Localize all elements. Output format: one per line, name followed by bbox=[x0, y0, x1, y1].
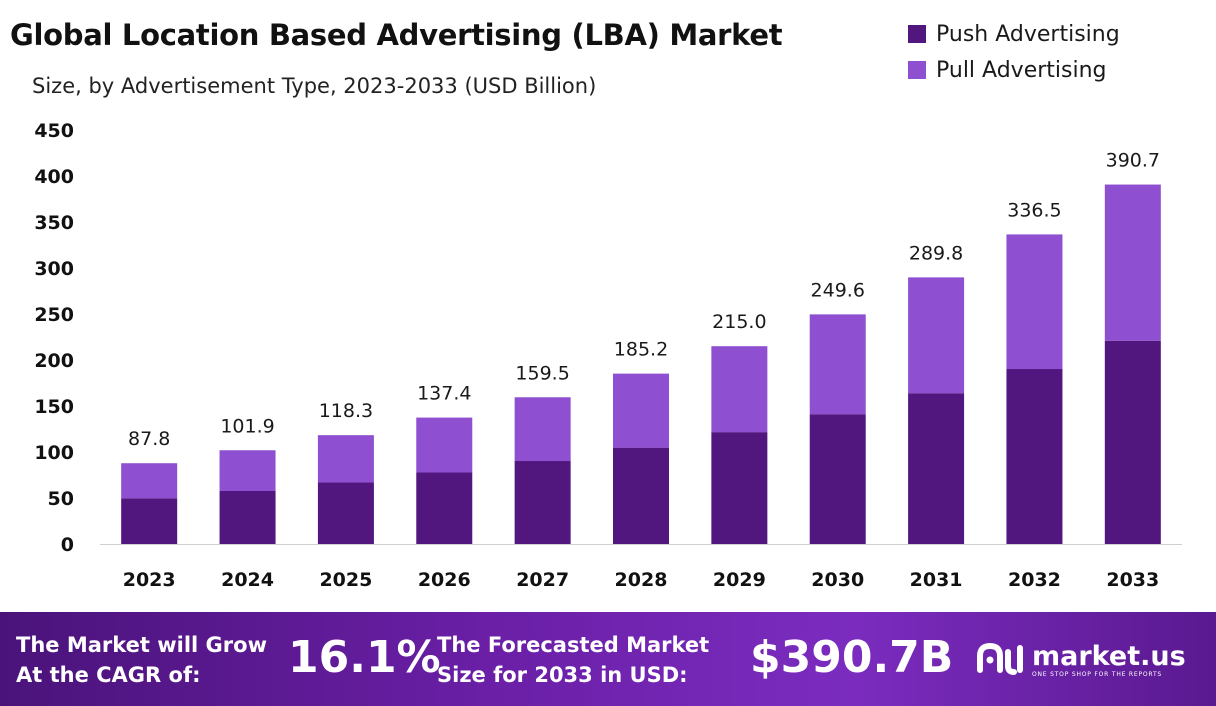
bar-total-label: 101.9 bbox=[220, 415, 274, 437]
bar-segment-pull bbox=[317, 435, 374, 483]
bar-segment-push bbox=[416, 472, 473, 544]
bar-segment-push bbox=[514, 461, 571, 544]
bar-segment-pull bbox=[1006, 234, 1063, 370]
x-tick-label: 2024 bbox=[221, 569, 274, 591]
bar-total-label: 118.3 bbox=[319, 400, 373, 422]
bar-total-label: 137.4 bbox=[417, 383, 471, 405]
cagr-label: The Market will Grow At the CAGR of: bbox=[16, 630, 267, 690]
bar-segment-pull bbox=[514, 397, 571, 462]
footer-banner: The Market will Grow At the CAGR of: 16.… bbox=[0, 612, 1216, 706]
bar-total-label: 87.8 bbox=[128, 428, 170, 450]
x-tick-label: 2023 bbox=[123, 569, 176, 591]
y-tick-label: 250 bbox=[34, 304, 74, 326]
cagr-value: 16.1% bbox=[288, 632, 441, 683]
x-tick-label: 2027 bbox=[516, 569, 569, 591]
legend-label-pull: Pull Advertising bbox=[936, 57, 1107, 83]
bar-total-label: 336.5 bbox=[1007, 199, 1061, 221]
y-tick-label: 450 bbox=[34, 120, 74, 142]
bar-segment-push bbox=[121, 498, 178, 544]
legend-item-pull: Pull Advertising bbox=[908, 52, 1120, 88]
bar-segment-push bbox=[317, 482, 374, 544]
legend-swatch-pull bbox=[908, 61, 926, 79]
x-tick-label: 2032 bbox=[1008, 569, 1061, 591]
y-tick-label: 150 bbox=[34, 396, 74, 418]
x-tick-label: 2026 bbox=[418, 569, 471, 591]
bar-segment-push bbox=[809, 414, 866, 544]
forecast-label: The Forecasted Market Size for 2033 in U… bbox=[437, 630, 709, 690]
x-tick-label: 2028 bbox=[615, 569, 668, 591]
x-tick-label: 2025 bbox=[319, 569, 372, 591]
market-us-logo[interactable]: market.us ONE STOP SHOP FOR THE REPORTS bbox=[976, 640, 1186, 680]
bar-segment-pull bbox=[711, 346, 768, 433]
y-tick-label: 200 bbox=[34, 350, 74, 372]
market-us-logo-icon bbox=[977, 642, 1023, 675]
y-tick-label: 350 bbox=[34, 212, 74, 234]
legend-label-push: Push Advertising bbox=[936, 21, 1120, 47]
bar-chart-plot: 0 50 100 150 200 250 300 350 400 450 87.8 2023 101.9… bbox=[34, 120, 1182, 591]
bar-segment-push bbox=[1104, 340, 1161, 544]
legend-item-push: Push Advertising bbox=[908, 16, 1120, 52]
market-us-logo-text: market.us ONE STOP SHOP FOR THE REPORTS bbox=[1032, 640, 1186, 678]
chart-subtitle: Size, by Advertisement Type, 2023-2033 (… bbox=[32, 74, 597, 98]
x-tick-label: 2031 bbox=[910, 569, 963, 591]
bar-segment-pull bbox=[613, 373, 669, 448]
logo-name: market.us bbox=[1032, 640, 1186, 672]
bar-total-label: 215.0 bbox=[712, 311, 766, 333]
chart-legend: Push Advertising Pull Advertising bbox=[908, 16, 1120, 88]
y-tick-label: 400 bbox=[34, 166, 74, 188]
y-tick-label: 100 bbox=[34, 442, 74, 464]
bar-segment-pull bbox=[121, 463, 178, 499]
bar-segment-push bbox=[613, 447, 669, 544]
bar-segment-push bbox=[1006, 369, 1063, 544]
x-tick-label: 2030 bbox=[811, 569, 864, 591]
bar-total-label: 390.7 bbox=[1106, 150, 1160, 172]
y-tick-label: 300 bbox=[34, 258, 74, 280]
bar-total-label: 159.5 bbox=[515, 362, 569, 384]
forecast-label-line2: Size for 2033 in USD: bbox=[437, 663, 688, 687]
chart-area: Global Location Based Advertising (LBA) … bbox=[10, 16, 1182, 591]
x-tick-label: 2029 bbox=[713, 569, 766, 591]
legend-swatch-push bbox=[908, 25, 926, 43]
bar-segment-pull bbox=[416, 417, 473, 473]
bar-segment-pull bbox=[809, 314, 866, 415]
forecast-label-line1: The Forecasted Market bbox=[437, 633, 710, 657]
x-tick-label: 2033 bbox=[1106, 569, 1159, 591]
logo-tagline: ONE STOP SHOP FOR THE REPORTS bbox=[1032, 670, 1163, 678]
bar-total-label: 185.2 bbox=[614, 339, 668, 361]
bar-segment-push bbox=[219, 491, 276, 544]
bar-total-label: 289.8 bbox=[909, 242, 963, 264]
bar-segment-push bbox=[908, 393, 965, 544]
bar-segment-pull bbox=[908, 277, 965, 394]
cagr-label-line1: The Market will Grow bbox=[16, 633, 267, 657]
chart-title: Global Location Based Advertising (LBA) … bbox=[10, 18, 783, 52]
bar-segment-pull bbox=[1104, 184, 1161, 341]
cagr-label-line2: At the CAGR of: bbox=[16, 663, 201, 687]
bar-segment-pull bbox=[219, 450, 276, 492]
forecast-value: $390.7B bbox=[750, 632, 954, 683]
bar-segment-push bbox=[711, 432, 768, 544]
bar-total-label: 249.6 bbox=[811, 279, 865, 301]
y-tick-label: 50 bbox=[48, 488, 74, 510]
y-tick-label: 0 bbox=[61, 534, 74, 556]
